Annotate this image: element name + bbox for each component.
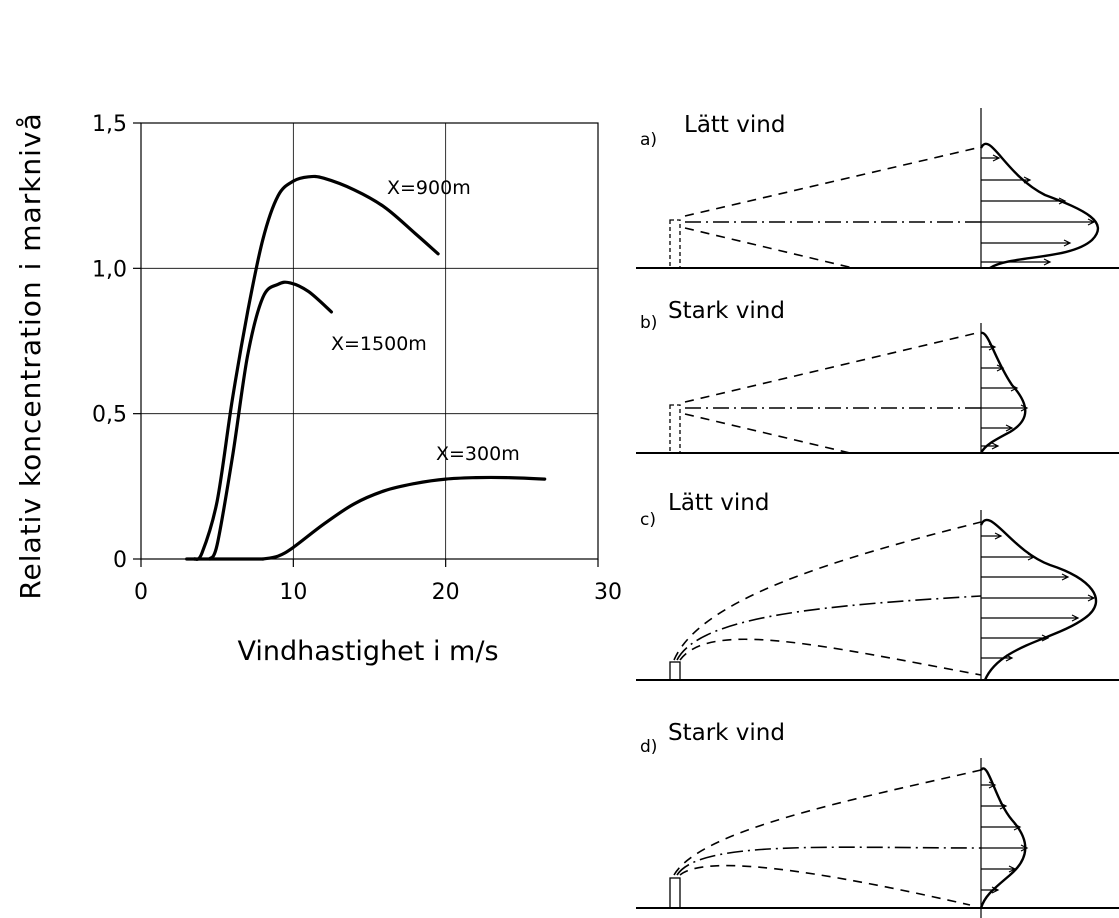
concentration-chart: 0 10 20 30 0 0,5 1,0 1,5 Vindhastighet i m/s X=… (92, 112, 622, 667)
series-label-x300: X=300m (436, 443, 520, 465)
panel-c-stack (669, 661, 681, 681)
panel-c: c) Lätt vind (636, 490, 1119, 681)
panel-c-lower-plume (679, 638, 982, 676)
series-curves (185, 174, 547, 561)
panel-d-upper-plume (673, 769, 982, 876)
series-label-x1500: X=1500m (331, 333, 427, 355)
panel-a-lower-plume (684, 227, 854, 269)
x-tick-label: 20 (432, 580, 460, 605)
y-tick-label: 0 (113, 548, 127, 573)
panel-d-stack (669, 877, 681, 909)
x-tick-label: 0 (134, 580, 148, 605)
panel-a: a) Lätt vind (636, 108, 1119, 270)
panel-a-profile-curve (979, 142, 1100, 270)
panel-c-letter: c) (640, 510, 656, 530)
panel-d-centerline (676, 846, 982, 876)
panel-b-letter: b) (640, 313, 657, 333)
grid-lines (141, 123, 598, 559)
panel-c-upper-plume (673, 521, 982, 661)
x-tick-label: 30 (594, 580, 622, 605)
panel-b-title: Stark vind (668, 298, 785, 324)
panel-d-title: Stark vind (668, 720, 785, 746)
panel-b-stack (669, 404, 681, 454)
panel-c-title: Lätt vind (668, 490, 769, 516)
axis-ticks: 0 10 20 30 0 0,5 1,0 1,5 (92, 112, 622, 605)
plot-frame (140, 122, 599, 560)
series-label-x900: X=900m (387, 177, 471, 199)
panel-b-upper-plume (684, 331, 982, 403)
panel-a-title: Lätt vind (684, 112, 785, 138)
panel-a-velocity-arrows (981, 154, 1096, 266)
series-line-x-900m (192, 174, 440, 561)
panel-a-stack (669, 219, 681, 269)
series-line-x-300m (261, 475, 547, 561)
panel-b-velocity-arrows (981, 343, 1029, 450)
panel-d-letter: d) (640, 737, 657, 757)
panel-a-upper-plume (684, 146, 982, 217)
panel-b-profile-curve (979, 331, 1027, 454)
panel-a-letter: a) (640, 130, 657, 150)
panel-b-lower-plume (684, 413, 851, 454)
x-axis-label: Vindhastighet i m/s (237, 636, 498, 667)
series-line-x-1500m (208, 280, 333, 561)
panel-c-profile-curve (979, 518, 1098, 681)
panel-c-centerline (676, 595, 982, 661)
y-tick-label: 1,0 (92, 257, 127, 282)
panel-d-velocity-arrows (981, 781, 1029, 894)
panel-d-profile-curve (979, 767, 1027, 909)
y-tick-label: 0,5 (92, 403, 127, 428)
panel-d: d) Stark vind (636, 720, 1119, 918)
y-axis-label: Relativ koncentration i marknivå (14, 112, 47, 599)
x-tick-label: 10 (279, 580, 307, 605)
panel-b: b) Stark vind (636, 298, 1119, 454)
panel-d-lower-plume (679, 864, 971, 906)
y-tick-label: 1,5 (92, 112, 127, 137)
panel-c-velocity-arrows (981, 532, 1096, 662)
